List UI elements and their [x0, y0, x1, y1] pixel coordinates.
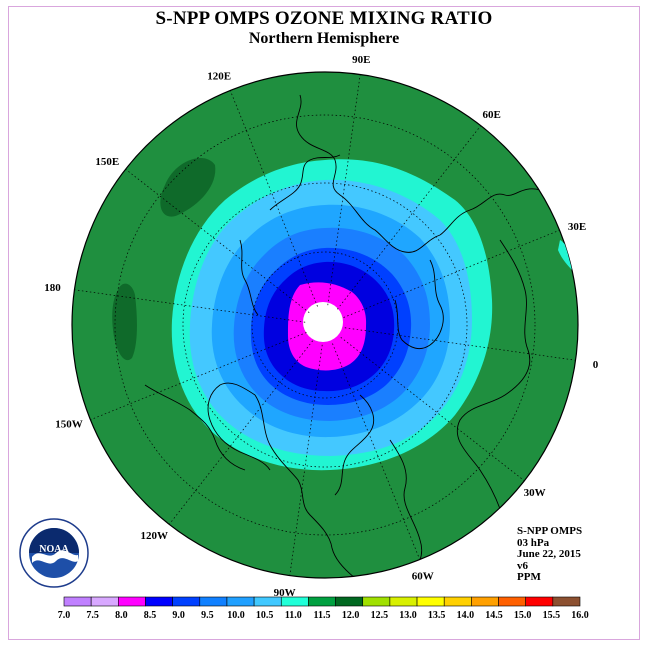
colorbar-label: 13.0: [399, 610, 417, 621]
colorbar-label: 12.0: [342, 610, 360, 621]
polar-data-gap: [303, 302, 343, 342]
ozone-patch-12-0-east: [160, 157, 216, 217]
meridian-line: [168, 340, 313, 525]
meridian-line: [327, 74, 361, 306]
colorbar-label: 14.0: [457, 610, 475, 621]
colorbar-label: 14.5: [485, 610, 503, 621]
colorbar-label: 10.5: [256, 610, 274, 621]
colorbar-swatch: [280, 596, 309, 607]
longitude-label: 30E: [568, 221, 586, 233]
map-title: S-NPP OMPS OZONE MIXING RATIO: [155, 8, 493, 29]
instrument-label: S-NPP OMPS: [517, 525, 583, 537]
colorbar-swatch: [118, 596, 146, 607]
longitude-label: 90W: [274, 587, 296, 599]
colorbar-label: 15.0: [514, 610, 532, 621]
pressure-level: 03 hPa: [517, 536, 550, 549]
meridian-line: [74, 289, 306, 323]
data-version: v6: [517, 559, 528, 572]
colorbar-swatch: [335, 596, 364, 607]
colorbar-swatch: [63, 596, 92, 607]
colorbar-swatch: [199, 596, 228, 607]
noaa-logo-text: NOAA: [39, 544, 69, 555]
colorbar-swatch: [389, 596, 418, 607]
meridian-line: [125, 168, 310, 313]
longitude-labels: 90E 60E 30E 0 30W 60W 90W 120W 150W 180 150E 120E: [44, 54, 598, 599]
longitude-label: 30W: [524, 487, 546, 499]
graticule: [114, 114, 536, 536]
colorbar-label: 11.5: [314, 610, 331, 621]
colorbar-swatch: [172, 596, 201, 607]
longitude-label: 60E: [483, 109, 501, 121]
meridian-line: [344, 327, 576, 361]
meridian-line: [229, 90, 318, 307]
colorbar-swatch: [471, 596, 499, 607]
product-info: S-NPP OMPS 03 hPa June 22, 2015 v6 PPM: [517, 525, 583, 584]
colorbar-swatch: [525, 596, 554, 607]
colorbar-swatch: [362, 596, 391, 607]
colorbar-swatch: [498, 596, 526, 607]
longitude-label: 150E: [95, 156, 119, 168]
longitude-label: 180: [44, 282, 61, 294]
colorbar-swatch: [226, 596, 255, 607]
colorbar-label: 8.5: [144, 610, 157, 621]
meridian-line: [340, 337, 525, 482]
colorbar-label: 7.5: [86, 610, 99, 621]
colorbar-swatch: [552, 596, 581, 607]
colorbar-swatch: [145, 596, 173, 607]
colorbar-swatch: [253, 596, 282, 607]
colorbar-swatch: [308, 596, 336, 607]
colorbar-label: 13.5: [428, 610, 446, 621]
colorbar-label: 15.5: [543, 610, 561, 621]
colorbar-swatch: [90, 596, 119, 607]
ozone-patch-cyan-edge: [558, 240, 575, 272]
meridian-line: [90, 332, 307, 421]
longitude-label: 60W: [412, 571, 434, 583]
ozone-patch-12-0-west: [112, 283, 137, 361]
meridian-line: [343, 229, 560, 318]
longitude-label: 120E: [207, 71, 231, 83]
colorbar-label: 9.0: [172, 610, 185, 621]
colorbar: 7.0 7.5 8.0 8.5 9.0 9.5 10.0 10.5 11.0 11.5 12.0 12…: [58, 596, 589, 621]
units-label: PPM: [517, 571, 541, 584]
colorbar-label: 8.0: [115, 610, 128, 621]
meridian-lines: [74, 74, 576, 576]
meridian-line: [337, 125, 482, 310]
longitude-label: 150W: [55, 418, 83, 430]
longitude-label: 0: [593, 359, 599, 371]
observation-date: June 22, 2015: [517, 548, 581, 561]
meridian-line: [332, 343, 421, 560]
colorbar-label: 11.0: [285, 610, 302, 621]
noaa-logo: NOAA: [19, 518, 89, 588]
colorbar-swatch: [416, 596, 445, 607]
colorbar-label: 12.5: [371, 610, 389, 621]
colorbar-label: 7.0: [58, 610, 71, 621]
colorbar-label: 16.0: [571, 610, 589, 621]
colorbar-label: 10.0: [227, 610, 245, 621]
longitude-label: 120W: [141, 530, 169, 542]
map-subtitle: Northern Hemisphere: [248, 30, 400, 47]
colorbar-label: 9.5: [201, 610, 214, 621]
longitude-label: 90E: [352, 54, 370, 66]
meridian-line: [289, 344, 323, 576]
colorbar-swatch: [443, 596, 472, 607]
